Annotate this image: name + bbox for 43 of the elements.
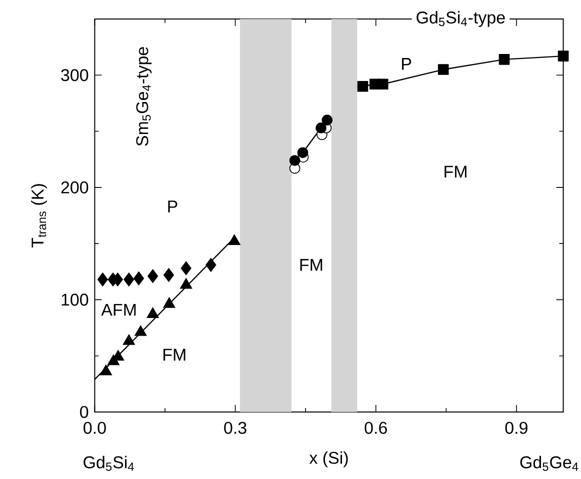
point <box>148 269 158 284</box>
point <box>97 272 108 286</box>
point <box>206 258 216 272</box>
point <box>146 307 159 318</box>
point <box>558 50 569 62</box>
text: Gd$_{5}$Si$_{4}$ <box>84 456 134 471</box>
text: Gd$_{5}$Ge$_{4}$ <box>520 456 578 471</box>
annotation: Sm$_{5}$Ge$_{4}$-type <box>136 47 152 146</box>
point <box>180 278 192 289</box>
point <box>316 122 326 134</box>
point <box>377 78 388 90</box>
y-tick-label: 300 <box>61 69 88 82</box>
point <box>180 261 192 276</box>
point <box>124 272 134 286</box>
y-tick-label: 200 <box>61 181 88 194</box>
x-tick-label: 0.0 <box>84 422 106 434</box>
x-tick-label: 0.9 <box>505 422 528 434</box>
point <box>133 271 144 286</box>
y-tick-label: 100 <box>62 294 88 306</box>
annotation: P <box>402 58 412 70</box>
point <box>289 155 300 166</box>
annotation: Gd$_{5}$Si$_{4}$-type <box>416 11 505 27</box>
annotation: FM <box>444 166 466 178</box>
point <box>228 234 240 245</box>
point <box>498 54 510 65</box>
x-axis-title: x (Si) <box>309 451 348 468</box>
point <box>322 114 333 126</box>
point <box>100 364 112 376</box>
point <box>163 297 176 308</box>
point <box>134 325 147 336</box>
annotation: AFM <box>101 304 136 316</box>
annotation: FM <box>163 348 186 361</box>
annotation: P <box>168 200 178 212</box>
x-tick-label: 0.6 <box>364 422 387 434</box>
point <box>357 80 368 92</box>
x-tick-label: 0.3 <box>224 422 246 434</box>
annotation: FM <box>300 259 322 271</box>
point <box>438 64 449 75</box>
point <box>297 147 308 158</box>
y-axis-title: T$_{trans}$ (K) <box>31 184 47 248</box>
point <box>163 268 174 282</box>
y-tick-label: 0 <box>80 406 88 418</box>
point <box>122 334 135 345</box>
